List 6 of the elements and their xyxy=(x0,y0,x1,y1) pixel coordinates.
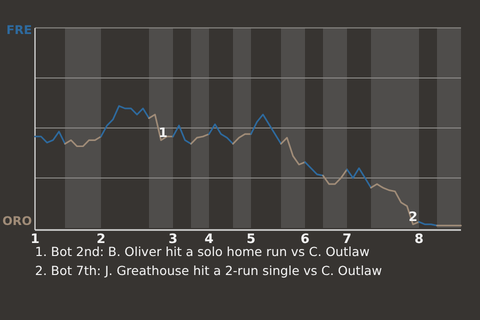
annotation: 2 xyxy=(408,210,418,225)
annotation: 1 xyxy=(158,126,168,141)
text: ORO xyxy=(2,214,32,228)
x-tick-label: 8 xyxy=(414,232,424,248)
text: 2. Bot 7th: J. Greathouse hit a 2-run single vs C. Outlaw xyxy=(35,263,382,278)
text: FRE xyxy=(6,23,32,37)
